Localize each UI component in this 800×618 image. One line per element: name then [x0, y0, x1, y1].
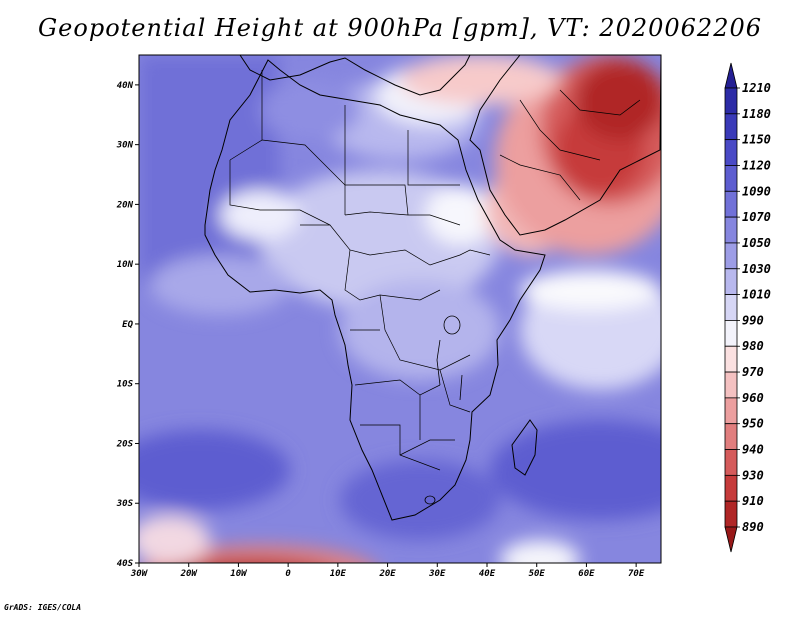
- africa-coastline: [204, 59, 546, 521]
- longitude-axis: 30W 20W 10W 0 10E 20E 30E 40E 50E 60E 70E: [130, 563, 645, 579]
- lat-tick-label: 30N: [116, 141, 134, 151]
- lon-tick-label: 40E: [479, 569, 496, 579]
- colorbar-label: 1010: [742, 288, 771, 302]
- colorbar-box: [724, 423, 738, 450]
- lon-tick-label: 30W: [130, 569, 149, 579]
- height-field-shading: [139, 55, 661, 563]
- lat-tick-label: 10N: [117, 260, 134, 270]
- colorbar-label: 1120: [742, 158, 771, 172]
- colorbar-label: 970: [742, 365, 764, 379]
- lon-tick-label: 30E: [428, 569, 446, 579]
- colorbar-box: [724, 216, 738, 244]
- arabia-coastline: [469, 55, 661, 236]
- lat-tick-label: 30S: [116, 499, 134, 509]
- lon-tick-label: 10W: [230, 569, 248, 579]
- colorbar-label: 940: [742, 443, 764, 457]
- europe-coastline: [239, 55, 471, 96]
- colorbar-label: 1070: [742, 210, 771, 224]
- lat-tick-label: 20S: [116, 439, 134, 449]
- lon-tick-label: 50E: [529, 569, 546, 579]
- colorbar-box: [724, 139, 738, 166]
- colorbar-box: [724, 242, 738, 270]
- colorbar-box: [724, 345, 738, 373]
- colorbar-box: [724, 320, 738, 347]
- colorbar-box: [724, 474, 738, 502]
- colorbar-box: [724, 500, 738, 528]
- lon-tick-label: 0: [285, 569, 291, 579]
- colorbar-label: 910: [742, 494, 764, 508]
- colorbar-box: [724, 190, 738, 218]
- plot-area: [139, 55, 661, 563]
- colorbar-box: [724, 87, 738, 115]
- lat-tick-label: 10S: [117, 380, 134, 390]
- lat-tick-label: 20N: [116, 200, 134, 210]
- colorbar-label: 960: [742, 391, 764, 405]
- colorbar-box: [724, 294, 738, 321]
- colorbar: 1210 1180 1150 1120 1090 1070 1050 1030 1010 990 9…: [724, 62, 771, 553]
- colorbar-label: 950: [742, 417, 764, 431]
- madagascar-coastline: [511, 419, 538, 476]
- colorbar-box: [724, 165, 738, 192]
- colorbar-label: 990: [742, 313, 764, 327]
- lat-tick-label: EQ: [122, 320, 133, 330]
- colorbar-box: [724, 449, 738, 476]
- colorbar-label: 1050: [742, 236, 771, 250]
- coastlines: [204, 55, 661, 521]
- lakes: [424, 315, 463, 505]
- colorbar-label: 1150: [742, 133, 771, 147]
- colorbar-label: 1210: [742, 81, 771, 95]
- colorbar-label: 980: [742, 339, 764, 353]
- colorbar-label: 930: [742, 468, 764, 482]
- colorbar-label: 1180: [742, 107, 771, 121]
- colorbar-box: [724, 371, 738, 399]
- colorbar-top-triangle: [724, 62, 738, 89]
- colorbar-box: [724, 268, 738, 295]
- colorbar-box: [724, 397, 738, 425]
- country-borders: [229, 70, 641, 471]
- lon-tick-label: 10E: [330, 569, 347, 579]
- lon-tick-label: 20E: [378, 569, 396, 579]
- colorbar-label: 890: [742, 520, 764, 534]
- lon-tick-label: 70E: [628, 569, 645, 579]
- colorbar-box: [724, 113, 738, 141]
- lon-tick-label: 20W: [180, 569, 199, 579]
- lat-tick-label: 40N: [117, 81, 134, 91]
- map-title: Geopotential Height at 900hPa [gpm], VT:…: [38, 14, 762, 42]
- grads-credit: GrADS: IGES/COLA: [4, 603, 82, 612]
- lat-tick-label: 40S: [117, 559, 134, 569]
- colorbar-bottom-triangle: [724, 526, 738, 553]
- latitude-axis: 40N 30N 20N 10N EQ 10S 20S 30S 40S: [116, 81, 139, 569]
- plot-frame: [138, 54, 662, 564]
- colorbar-label: 1030: [742, 262, 771, 276]
- colorbar-label: 1090: [742, 184, 771, 198]
- lon-tick-label: 60E: [578, 569, 595, 579]
